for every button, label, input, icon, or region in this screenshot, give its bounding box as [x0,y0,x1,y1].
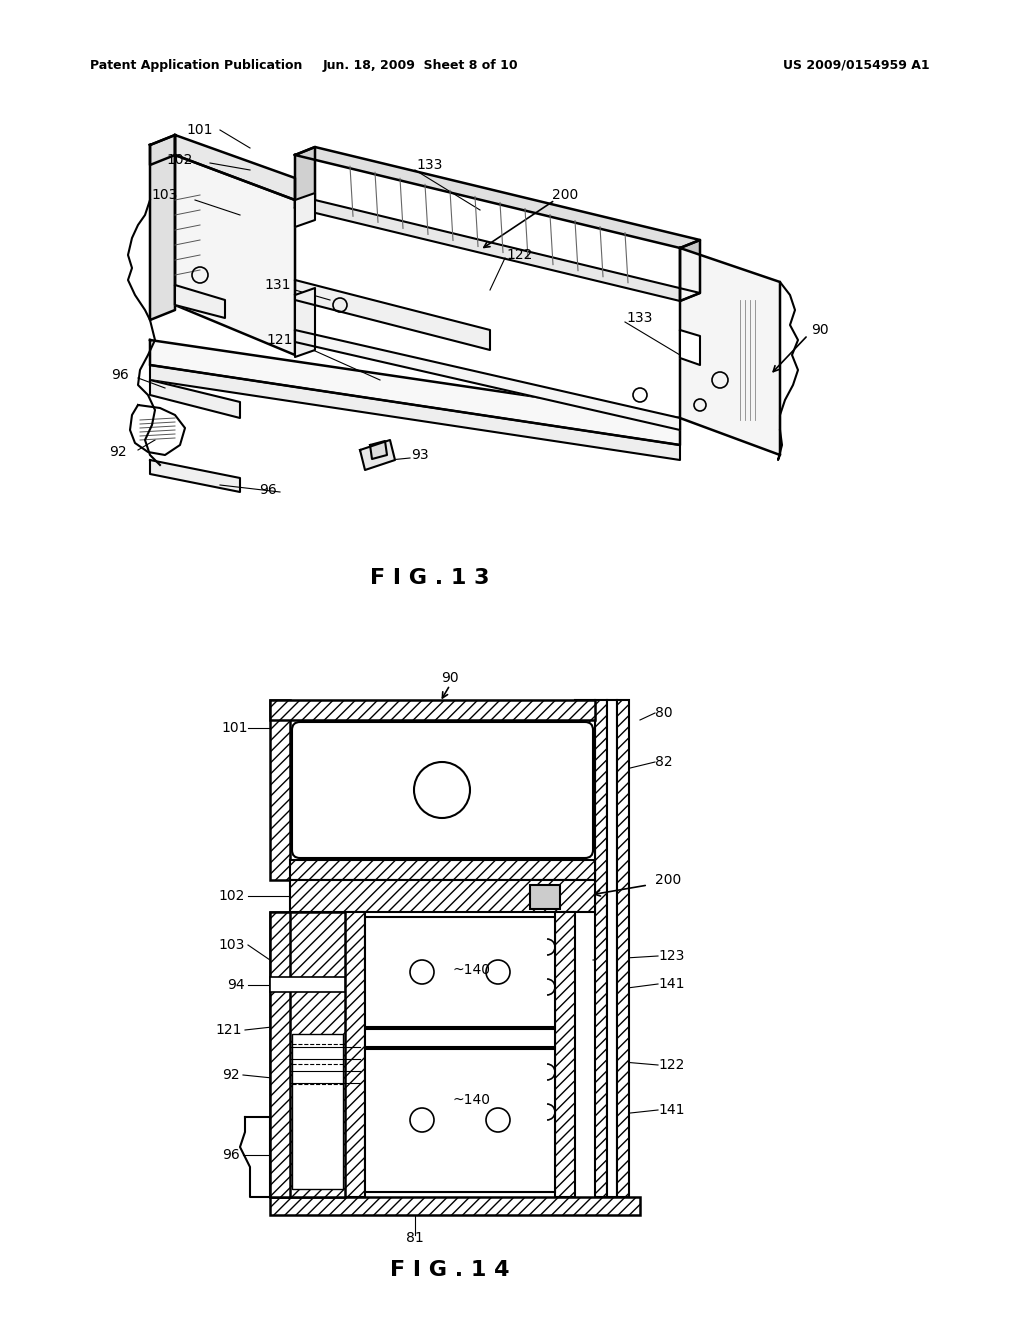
Bar [270,700,595,719]
Polygon shape [295,147,700,248]
Bar [270,1197,640,1214]
Bar [555,912,575,1197]
Polygon shape [680,330,700,366]
Text: 96: 96 [222,1148,240,1162]
Bar [292,1034,343,1189]
Text: 133: 133 [627,312,653,325]
Polygon shape [150,341,680,445]
Text: 200: 200 [552,187,579,202]
Bar [345,912,365,1197]
Polygon shape [370,441,387,459]
Bar [270,912,290,1197]
Text: 90: 90 [811,323,828,337]
Bar [290,880,595,912]
Bar [617,700,629,1197]
Text: 122: 122 [507,248,534,261]
Text: Patent Application Publication: Patent Application Publication [90,58,302,71]
Text: 141: 141 [658,977,684,991]
Bar [365,917,555,1027]
Text: 81: 81 [407,1232,424,1245]
FancyBboxPatch shape [292,722,593,858]
Bar [530,884,560,909]
Bar [270,912,345,1197]
Text: 122: 122 [658,1059,684,1072]
Polygon shape [150,135,175,319]
Bar [575,700,595,880]
Text: 90: 90 [441,671,459,685]
Polygon shape [295,280,490,350]
Bar [365,1049,555,1192]
Polygon shape [295,201,700,301]
Text: 101: 101 [186,123,213,137]
Text: 94: 94 [227,978,245,993]
Polygon shape [150,459,240,492]
Text: 200: 200 [655,873,681,887]
Text: ~140: ~140 [453,964,490,977]
Polygon shape [150,366,680,459]
Bar [365,1030,555,1047]
Text: 121: 121 [215,1023,242,1038]
Text: 131: 131 [265,279,291,292]
Text: 102: 102 [167,153,194,168]
Polygon shape [680,240,700,301]
Polygon shape [295,193,315,227]
Text: Jun. 18, 2009  Sheet 8 of 10: Jun. 18, 2009 Sheet 8 of 10 [323,58,518,71]
Polygon shape [295,288,315,356]
Text: F I G . 1 4: F I G . 1 4 [390,1261,510,1280]
Text: 80: 80 [655,706,673,719]
Text: 102: 102 [219,888,245,903]
Text: 93: 93 [412,447,429,462]
Text: 92: 92 [110,445,127,459]
Bar [607,700,617,1197]
Text: 121: 121 [266,333,293,347]
Text: ~140: ~140 [453,1093,490,1107]
Text: 123: 123 [658,949,684,964]
Text: 141: 141 [658,1104,684,1117]
Polygon shape [295,147,315,209]
Text: F I G . 1 3: F I G . 1 3 [371,568,489,587]
Text: 82: 82 [655,755,673,770]
Text: US 2009/0154959 A1: US 2009/0154959 A1 [783,58,930,71]
Polygon shape [150,135,175,165]
Text: 96: 96 [259,483,276,498]
Polygon shape [240,1117,270,1197]
Text: 103: 103 [152,187,178,202]
Bar [290,861,595,880]
Text: 133: 133 [417,158,443,172]
Polygon shape [175,285,225,318]
Polygon shape [680,248,780,455]
Text: 103: 103 [219,939,245,952]
Bar [595,700,607,1197]
Polygon shape [175,135,295,201]
Polygon shape [175,154,295,355]
Polygon shape [150,380,240,418]
Text: 96: 96 [112,368,129,381]
Polygon shape [360,440,395,470]
Polygon shape [295,330,680,430]
Polygon shape [130,405,185,455]
Bar [270,700,290,880]
Text: 92: 92 [222,1068,240,1082]
Text: 101: 101 [221,721,248,735]
Bar [270,977,345,993]
